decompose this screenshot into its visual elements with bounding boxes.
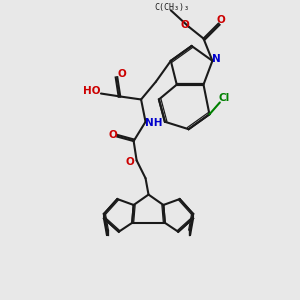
Text: O: O xyxy=(216,15,225,25)
Text: N: N xyxy=(212,54,220,64)
Text: O: O xyxy=(126,157,134,167)
Text: O: O xyxy=(109,130,117,140)
Text: O: O xyxy=(117,69,126,79)
Text: Cl: Cl xyxy=(219,93,230,103)
Text: HO: HO xyxy=(83,86,100,96)
Text: C(CH₃)₃: C(CH₃)₃ xyxy=(154,3,190,12)
Text: NH: NH xyxy=(145,118,163,128)
Text: O: O xyxy=(181,20,189,30)
